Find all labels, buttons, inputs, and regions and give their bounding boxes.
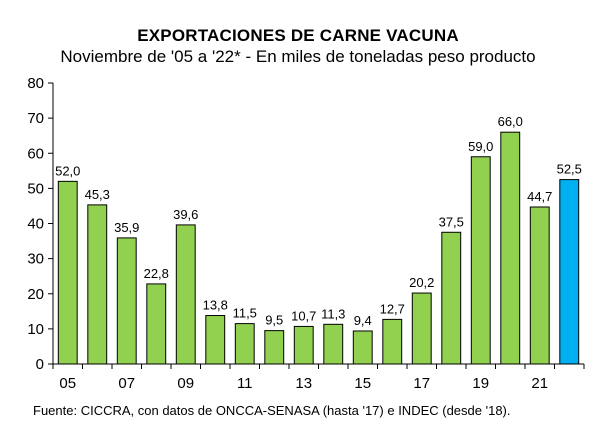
- data-label-06: 45,3: [85, 187, 110, 202]
- data-label-07: 35,9: [114, 220, 139, 235]
- x-tick-label: 21: [531, 375, 548, 392]
- y-tick-label: 70: [27, 110, 44, 127]
- chart-source: Fuente: CICCRA, con datos de ONCCA-SENAS…: [33, 403, 511, 418]
- bar-15: [352, 330, 373, 365]
- data-label-19: 59,0: [468, 139, 493, 154]
- bar-22: [559, 179, 580, 365]
- data-label-18: 37,5: [439, 214, 464, 229]
- bar-14: [323, 323, 344, 365]
- data-label-16: 12,7: [380, 301, 405, 316]
- data-label-12: 9,5: [265, 313, 283, 328]
- y-tick-label: 40: [27, 216, 44, 233]
- bar-06: [87, 204, 108, 365]
- data-labels: 52,0 45,3 35,9 22,8 39,6 13,8 11,5 9,5 10,7 11,3 9…: [55, 114, 582, 328]
- data-label-14: 11,3: [321, 306, 345, 321]
- data-label-20: 66,0: [498, 114, 523, 129]
- x-tick-label: 05: [59, 375, 76, 392]
- bar-18: [441, 231, 462, 365]
- bar-05: [57, 180, 78, 365]
- x-tick-label: 13: [295, 375, 312, 392]
- data-label-15: 9,4: [354, 313, 372, 328]
- data-label-09: 39,6: [173, 207, 198, 222]
- x-tick-label: 11: [237, 375, 253, 392]
- chart-title: EXPORTACIONES DE CARNE VACUNA: [137, 26, 459, 45]
- data-label-05: 52,0: [55, 163, 80, 178]
- x-tick-label: 09: [177, 375, 194, 392]
- bar-19: [470, 156, 491, 365]
- bar-13: [293, 325, 314, 365]
- chart-subtitle: Noviembre de '05 a '22* - En miles de to…: [60, 47, 536, 66]
- x-tick-label: 07: [118, 375, 135, 392]
- data-label-11: 11,5: [233, 306, 257, 321]
- y-tick-label: 50: [27, 180, 44, 197]
- y-tick-label: 10: [27, 321, 44, 338]
- bar-10: [205, 315, 226, 365]
- data-label-21: 44,7: [527, 189, 552, 204]
- x-axis-ticks: 05 07 09 11 13 15 17 19 21: [52, 364, 585, 392]
- bar-08: [146, 283, 167, 365]
- bars: [57, 131, 580, 365]
- y-tick-label: 80: [27, 75, 44, 92]
- x-tick-label: 19: [472, 375, 489, 392]
- data-label-17: 20,2: [409, 275, 434, 290]
- y-tick-label: 60: [27, 145, 44, 162]
- y-tick-label: 0: [36, 356, 44, 373]
- data-label-08: 22,8: [144, 266, 169, 281]
- bar-20: [500, 131, 521, 365]
- bar-16: [382, 318, 403, 365]
- y-axis-ticks: 0 10 20 30 40 50 60 70 80: [27, 75, 53, 373]
- y-tick-label: 20: [27, 286, 44, 303]
- bar-21: [529, 206, 550, 365]
- bar-12: [264, 330, 285, 365]
- y-tick-label: 30: [27, 251, 44, 268]
- data-label-10: 13,8: [203, 298, 228, 313]
- bar-17: [411, 292, 432, 365]
- bar-09: [175, 224, 196, 365]
- bar-11: [234, 323, 255, 365]
- x-tick-label: 15: [354, 375, 371, 392]
- bar-07: [116, 237, 137, 365]
- data-label-13: 10,7: [291, 308, 316, 323]
- x-tick-label: 17: [413, 375, 430, 392]
- data-label-22: 52,5: [557, 162, 582, 177]
